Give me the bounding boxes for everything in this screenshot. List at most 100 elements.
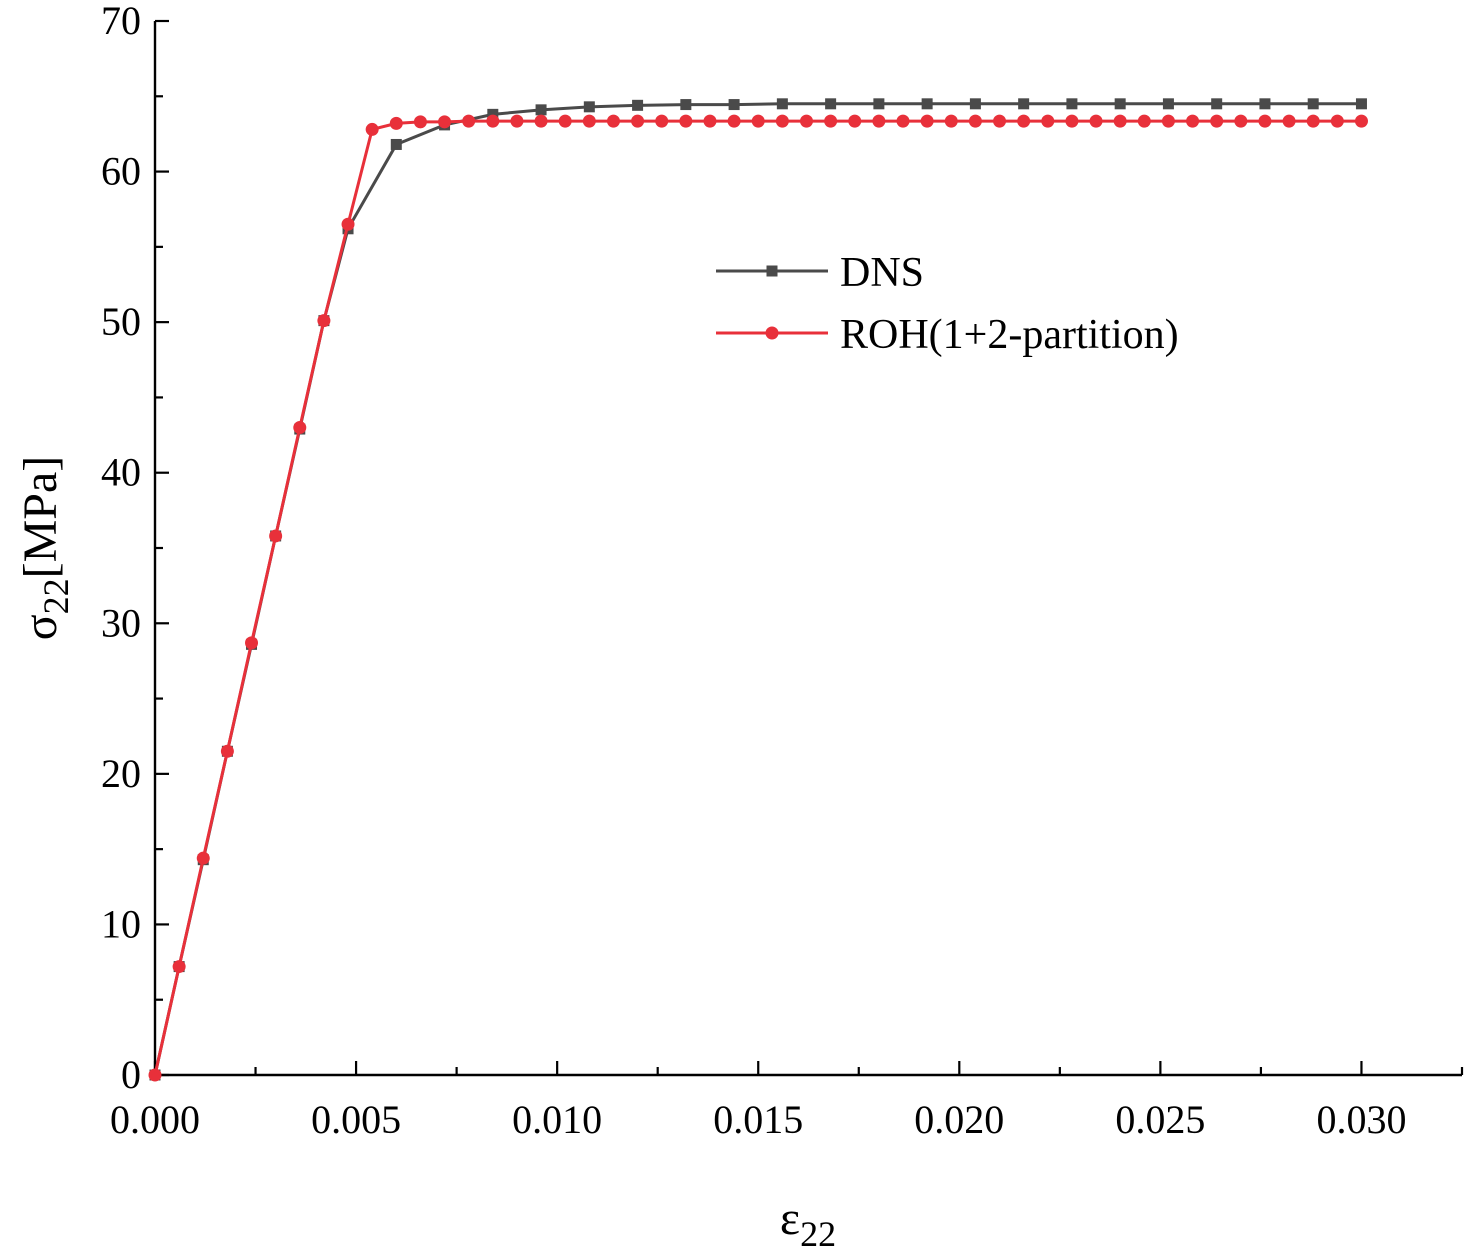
data-point <box>703 114 717 128</box>
data-point <box>655 114 669 128</box>
x-tick-label: 0.015 <box>713 1097 803 1142</box>
data-point <box>1259 98 1271 110</box>
y-tick-label: 0 <box>121 1052 141 1097</box>
data-point <box>896 114 910 128</box>
data-point <box>172 960 186 974</box>
data-point <box>632 99 644 111</box>
data-point <box>775 114 789 128</box>
data-point <box>1065 114 1079 128</box>
series-line <box>153 119 1362 1076</box>
series-dns <box>149 98 1367 1081</box>
data-point <box>1234 114 1248 128</box>
legend: DNS ROH(1+2-partition) <box>716 250 1179 358</box>
data-point <box>873 98 885 110</box>
series-line <box>153 102 1362 1076</box>
legend-item: DNS <box>716 250 924 296</box>
data-point <box>1330 114 1344 128</box>
x-tick-label: 0.010 <box>512 1097 602 1142</box>
data-point <box>1162 98 1174 110</box>
y-tick-label: 10 <box>101 901 141 946</box>
x-tick-label: 0.030 <box>1316 1097 1406 1142</box>
x-tick-label: 0.000 <box>110 1097 200 1142</box>
data-point <box>1137 114 1151 128</box>
data-point <box>824 114 838 128</box>
data-point <box>993 114 1007 128</box>
data-point <box>196 851 210 865</box>
data-point <box>1017 114 1031 128</box>
data-point <box>1018 98 1030 110</box>
data-point <box>1211 98 1223 110</box>
data-point <box>799 114 813 128</box>
data-point <box>872 114 886 128</box>
data-point <box>486 114 500 128</box>
data-point <box>1041 114 1055 128</box>
data-point <box>245 636 259 650</box>
data-point <box>1186 114 1200 128</box>
series-layer <box>148 98 1368 1082</box>
legend-item: ROH(1+2-partition) <box>716 312 1179 358</box>
data-point <box>148 1068 162 1082</box>
data-point <box>1354 114 1368 128</box>
y-tick-label: 50 <box>101 299 141 344</box>
legend-marker <box>766 265 778 277</box>
y-tick-label: 20 <box>101 751 141 796</box>
data-point <box>534 114 548 128</box>
data-point <box>389 116 403 130</box>
series-roh <box>148 114 1368 1082</box>
data-point <box>269 529 283 543</box>
data-point <box>631 114 645 128</box>
data-point <box>825 98 837 110</box>
y-tick-label: 30 <box>101 600 141 645</box>
data-point <box>510 114 524 128</box>
data-point <box>968 114 982 128</box>
legend-label: DNS <box>840 250 924 296</box>
data-point <box>1355 98 1367 110</box>
data-point <box>776 98 788 110</box>
y-tick-label: 70 <box>101 0 141 43</box>
data-point <box>1114 98 1126 110</box>
x-tick-label: 0.005 <box>311 1097 401 1142</box>
axes-layer: 0 10 20 30 40 50 60 70 0.000 0.005 0.010 0.015 0.020… <box>101 0 1464 1142</box>
data-point <box>438 115 452 129</box>
data-point <box>582 114 596 128</box>
data-point <box>487 108 499 120</box>
data-point <box>728 99 740 111</box>
axis-titles: ε22 σ22[MPa] <box>14 456 836 1254</box>
y-tick-label: 40 <box>101 450 141 495</box>
data-point <box>390 138 402 150</box>
data-point <box>317 314 331 328</box>
y-tick-label: 60 <box>101 149 141 194</box>
x-tick-label: 0.025 <box>1115 1097 1205 1142</box>
data-point <box>1306 114 1320 128</box>
x-tick-label: 0.020 <box>914 1097 1004 1142</box>
data-point <box>751 114 765 128</box>
data-point <box>1307 98 1319 110</box>
data-point <box>1258 114 1272 128</box>
data-point <box>944 114 958 128</box>
data-point <box>848 114 862 128</box>
data-point <box>558 114 572 128</box>
legend-label: ROH(1+2-partition) <box>840 312 1179 358</box>
data-point <box>535 104 547 116</box>
data-point <box>921 98 933 110</box>
data-point <box>413 115 427 129</box>
data-point <box>1113 114 1127 128</box>
data-point <box>583 101 595 113</box>
data-point <box>1089 114 1103 128</box>
x-axis-title: ε22 <box>780 1192 836 1254</box>
y-axis-title: σ22[MPa] <box>14 456 76 641</box>
data-point <box>220 744 234 758</box>
data-point <box>1282 114 1296 128</box>
data-point <box>293 421 307 435</box>
data-point <box>462 114 476 128</box>
data-point <box>920 114 934 128</box>
data-point <box>606 114 620 128</box>
legend-marker <box>765 326 779 340</box>
data-point <box>1210 114 1224 128</box>
data-point <box>1161 114 1175 128</box>
data-point <box>365 122 379 136</box>
data-point <box>680 99 692 111</box>
data-point <box>727 114 741 128</box>
